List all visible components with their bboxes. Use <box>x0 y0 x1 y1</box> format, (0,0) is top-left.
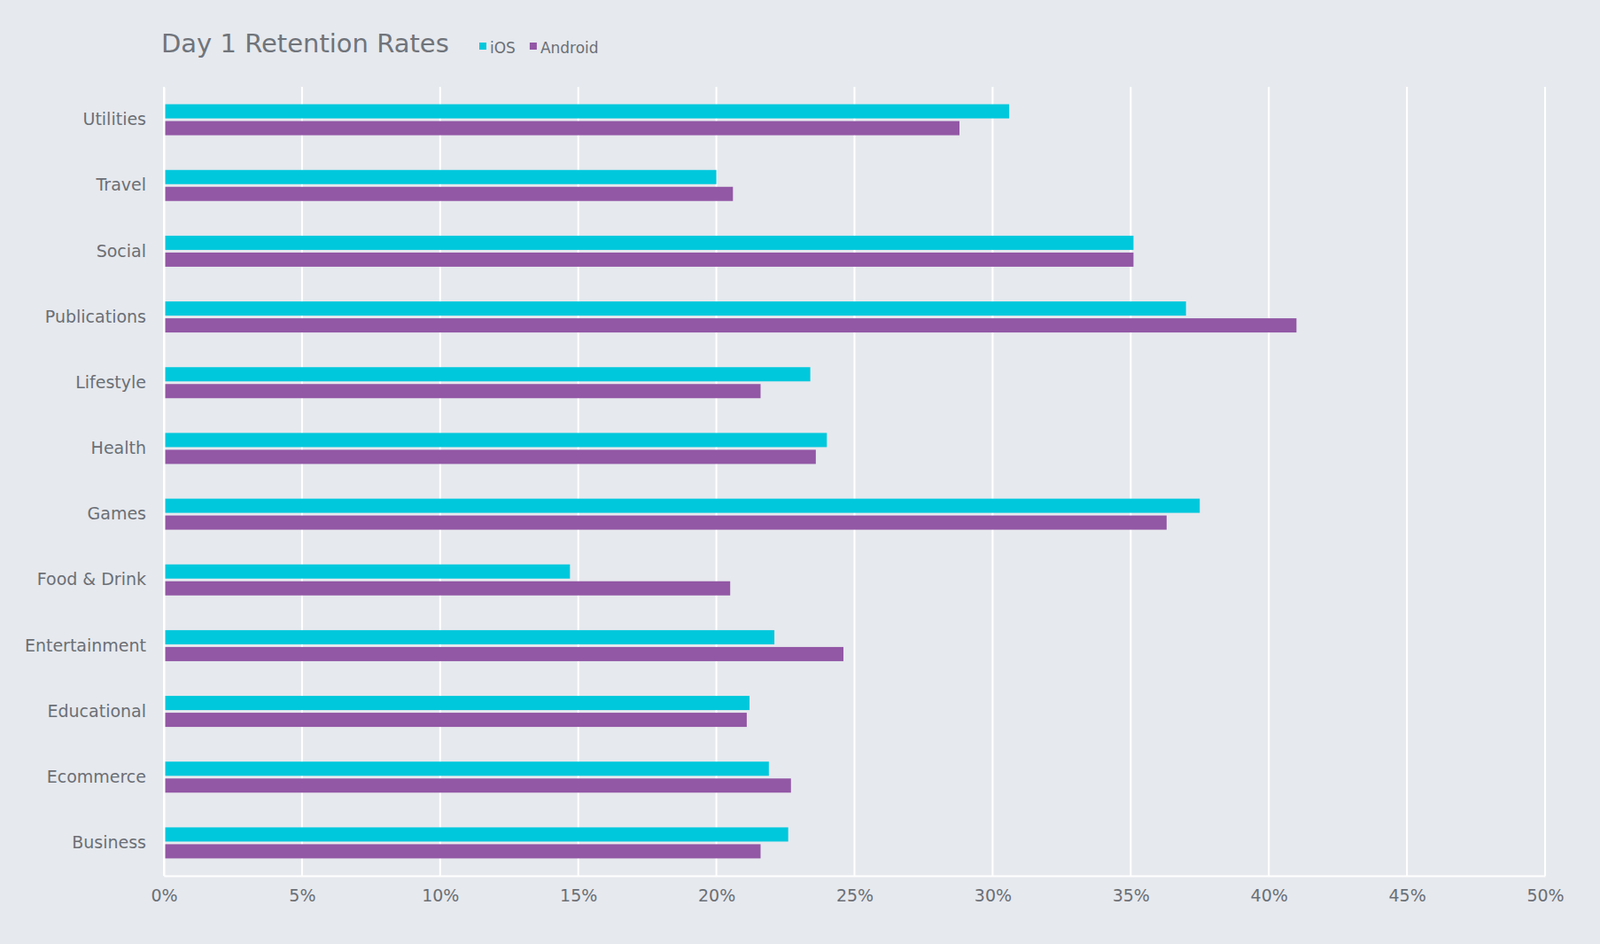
tick-label: 35% <box>1112 885 1150 905</box>
bar <box>163 712 747 727</box>
bar <box>163 629 775 645</box>
bar <box>163 564 570 579</box>
tick-label: 15% <box>559 885 598 905</box>
tick: 40% <box>1250 875 1289 905</box>
grid-line <box>1544 86 1546 876</box>
tick-label: 25% <box>836 885 874 905</box>
grid-line <box>1267 86 1270 876</box>
axis-line <box>164 875 1546 878</box>
bar <box>163 366 811 381</box>
bar <box>163 252 1134 267</box>
y-axis: Utilities Travel Social Publications Lifesty… <box>24 87 165 877</box>
tick: 10% <box>421 875 459 905</box>
grid-line <box>854 86 856 876</box>
bar <box>163 777 792 793</box>
tick: Utilities <box>82 108 164 129</box>
bar <box>163 843 761 858</box>
grid-line <box>301 86 303 876</box>
legend-label: iOS <box>489 38 516 57</box>
bar <box>163 695 750 710</box>
category-label: Health <box>91 437 147 458</box>
category-label: Business <box>71 831 147 852</box>
title: Day 1 Retention Rates <box>161 28 450 59</box>
bar <box>163 449 816 464</box>
grid-line <box>1129 86 1132 876</box>
bar <box>163 301 1187 316</box>
tick: Ecommerce <box>46 766 164 786</box>
chart: 0% 5% 10% 15% 20% 25% 30% 35% 40% 45% 50% Utilities… <box>0 0 1600 944</box>
tick: Social <box>96 240 164 260</box>
tick: Entertainment <box>24 634 164 654</box>
grid-line <box>577 86 580 876</box>
legend-label: Android <box>540 38 599 57</box>
tick-label: 50% <box>1526 885 1564 905</box>
bar <box>163 383 761 398</box>
bar <box>163 104 1010 119</box>
tick: 30% <box>974 875 1012 905</box>
bar <box>163 432 827 447</box>
tick: Lifestyle <box>75 372 164 392</box>
bar <box>163 121 960 136</box>
category-label: Food & Drink <box>37 568 147 589</box>
tick: 25% <box>836 875 874 905</box>
category-label: Utilities <box>82 108 147 129</box>
category-label: Travel <box>95 174 147 195</box>
bar <box>163 318 1297 333</box>
tick-label: 45% <box>1388 885 1426 905</box>
bar <box>163 826 789 841</box>
tick-label: 20% <box>698 885 736 905</box>
tick: 15% <box>559 875 598 905</box>
category-label: Social <box>96 240 147 260</box>
tick: Educational <box>46 700 164 721</box>
tick: Health <box>91 437 164 458</box>
tick-label: 0% <box>150 885 178 905</box>
grid-line <box>715 86 718 876</box>
tick: Publications <box>45 306 164 327</box>
grid-line <box>163 86 165 876</box>
category-label: Games <box>87 503 147 523</box>
tick-label: 10% <box>421 885 459 905</box>
bar <box>163 186 733 202</box>
grid-line <box>991 86 994 876</box>
bar <box>163 646 844 661</box>
grid-line <box>439 86 442 876</box>
tick: Travel <box>95 174 164 195</box>
grid-line <box>1405 86 1408 876</box>
tick: Food & Drink <box>37 568 164 589</box>
tick: Business <box>71 831 164 852</box>
x-axis: 0% 5% 10% 15% 20% 25% 30% 35% 40% 45% 50% <box>150 875 1564 905</box>
bar <box>163 515 1167 530</box>
legend-swatch <box>529 42 537 50</box>
bar <box>163 761 769 776</box>
category-label: Entertainment <box>24 634 147 654</box>
tick: 5% <box>288 875 316 905</box>
tick-label: 30% <box>974 885 1012 905</box>
tick: 45% <box>1388 875 1426 905</box>
bar <box>163 581 731 596</box>
tick: 50% <box>1526 875 1564 905</box>
tick: 20% <box>698 875 736 905</box>
bar <box>163 235 1134 250</box>
bar <box>163 170 717 185</box>
category-label: Lifestyle <box>75 372 147 392</box>
category-label: Publications <box>45 306 147 327</box>
legend-swatch <box>479 42 487 50</box>
tick-label: 5% <box>288 885 316 905</box>
axis-line <box>163 87 166 877</box>
tick: 0% <box>150 875 178 905</box>
legend: iOS Android <box>479 38 599 57</box>
grid <box>163 86 1546 876</box>
category-label: Ecommerce <box>46 766 147 786</box>
bars <box>163 104 1297 859</box>
tick: Games <box>87 503 164 523</box>
bar <box>163 498 1200 513</box>
tick-label: 40% <box>1250 885 1289 905</box>
tick: 35% <box>1112 875 1150 905</box>
category-label: Educational <box>46 700 147 721</box>
